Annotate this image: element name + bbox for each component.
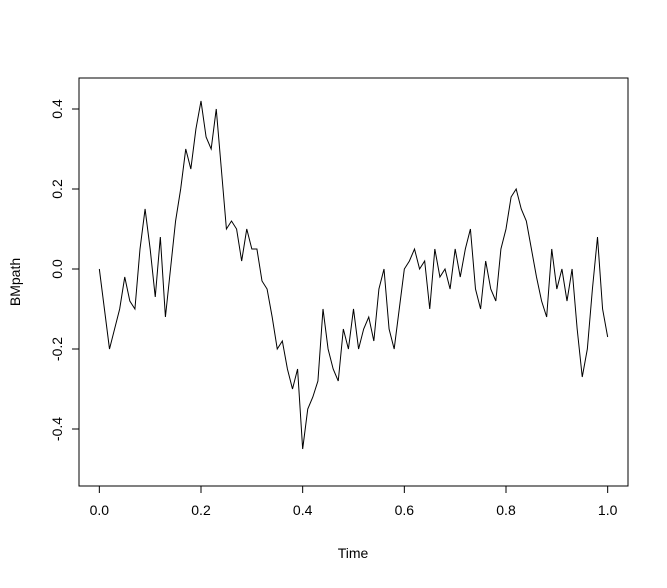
line-series: [98, 100, 609, 450]
y-tick-label: -0.4: [49, 417, 65, 441]
y-tick-label: 0.0: [49, 259, 65, 279]
x-axis-label: Time: [338, 545, 369, 561]
y-tick-label: 0.2: [49, 179, 65, 199]
x-tick-label: 0.0: [90, 502, 110, 518]
y-axis-label: BMpath: [7, 258, 23, 306]
x-tick-label: 0.6: [395, 502, 415, 518]
x-tick-label: 0.4: [293, 502, 313, 518]
x-tick-label: 1.0: [598, 502, 618, 518]
x-tick-label: 0.8: [496, 502, 516, 518]
x-tick-label: 0.2: [191, 502, 211, 518]
plot-box: [78, 77, 629, 487]
y-tick-label: 0.4: [49, 99, 65, 119]
y-tick-label: -0.2: [49, 337, 65, 361]
